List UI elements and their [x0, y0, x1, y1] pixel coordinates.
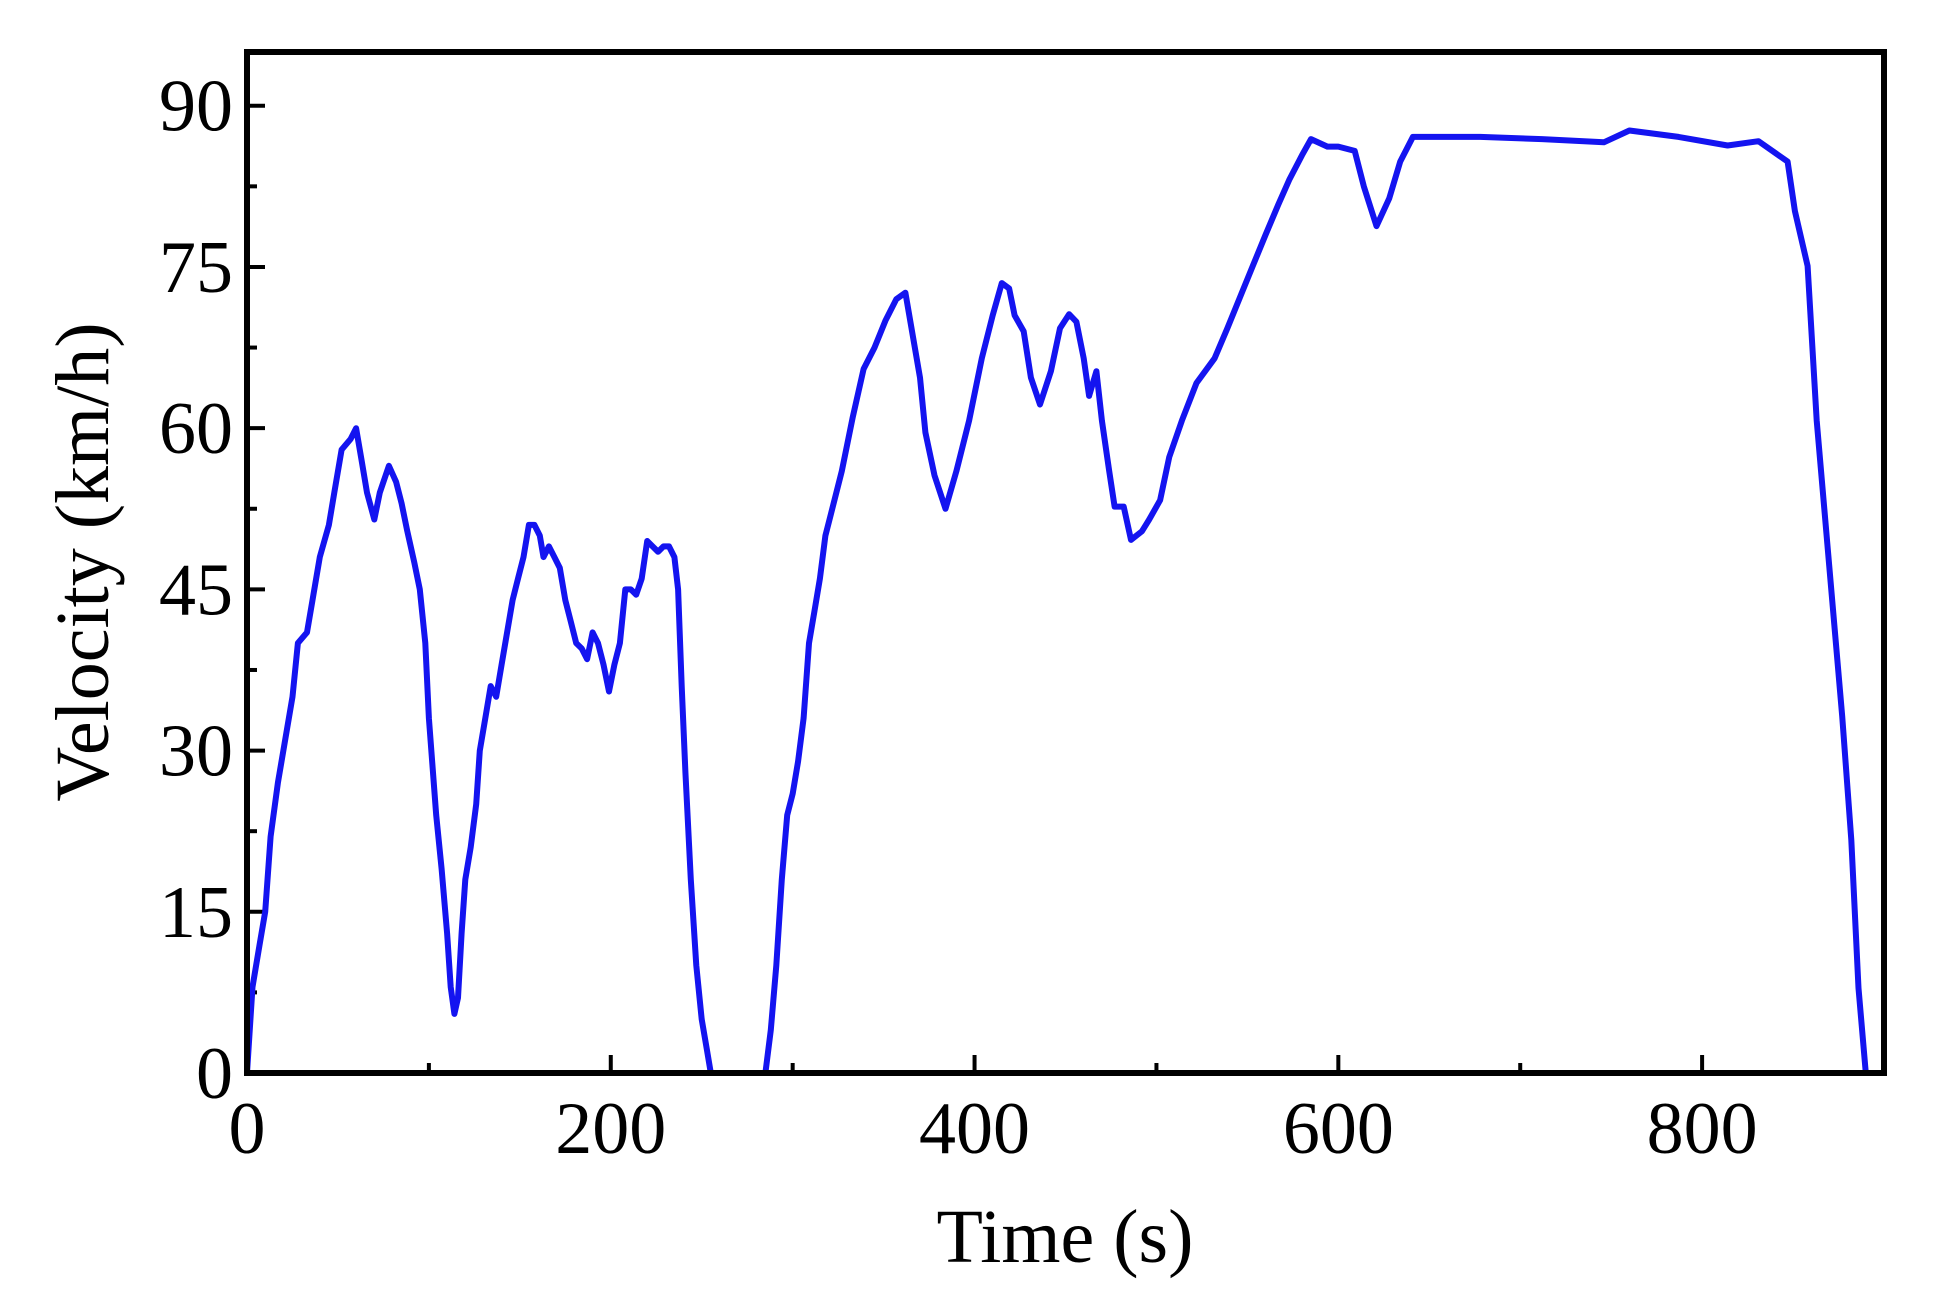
- y-tick-label: 0: [196, 1033, 233, 1115]
- x-tick-label: 600: [1283, 1088, 1394, 1170]
- x-tick-label: 200: [555, 1088, 666, 1170]
- y-tick-label: 90: [159, 66, 233, 148]
- x-tick-label: 0: [229, 1088, 266, 1170]
- y-tick-label: 30: [159, 711, 233, 793]
- y-tick-label: 75: [159, 227, 233, 309]
- x-axis-label: Time (s): [937, 1195, 1194, 1279]
- plot-frame: [244, 49, 1887, 1076]
- y-tick-label: 60: [159, 388, 233, 470]
- y-axis-label: Velocity (km/h): [41, 322, 125, 801]
- line-series: [244, 127, 1869, 1076]
- x-tick-label: 400: [919, 1088, 1030, 1170]
- y-tick-label: 15: [159, 872, 233, 954]
- y-tick-label: 45: [159, 549, 233, 631]
- x-tick-label: 800: [1647, 1088, 1758, 1170]
